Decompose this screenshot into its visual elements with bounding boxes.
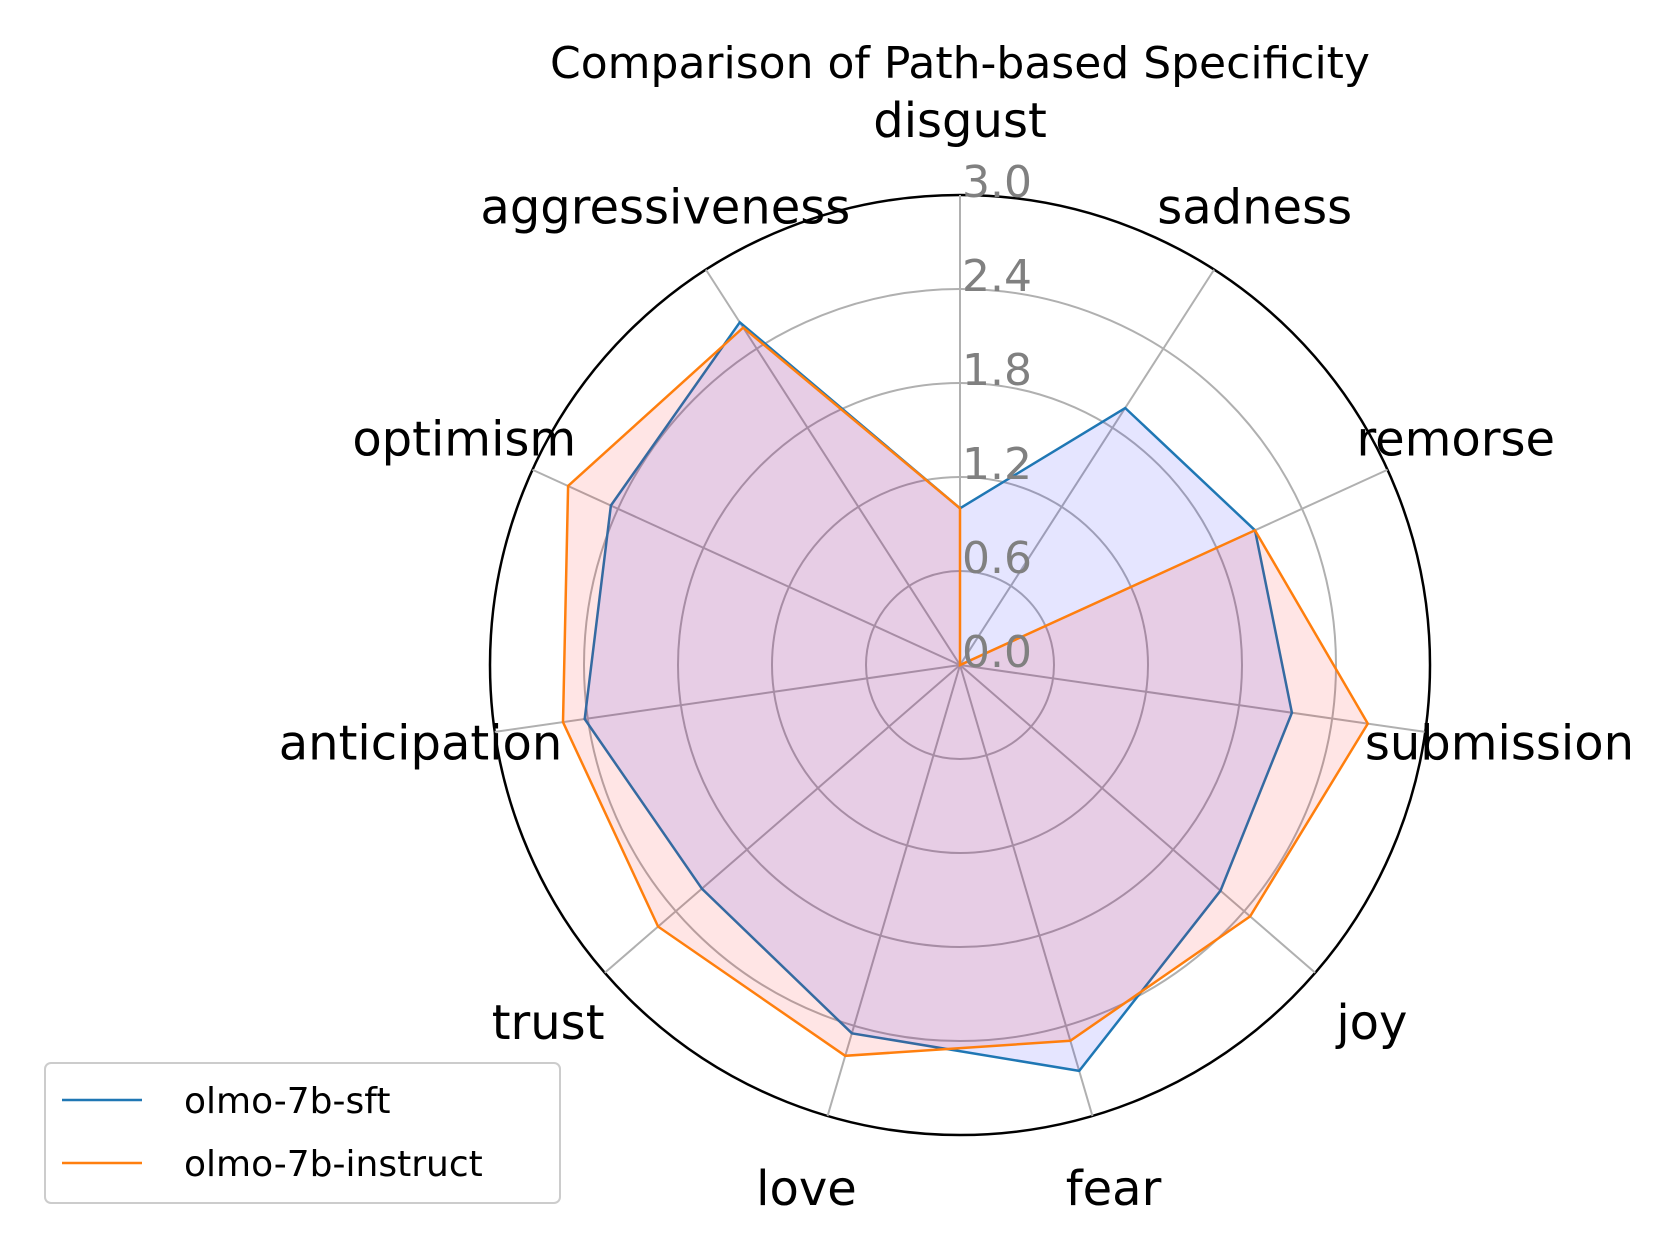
chart-title: Comparison of Path-based Specificity (550, 38, 1370, 89)
category-label-remorse: remorse (1356, 412, 1555, 468)
category-label-aggressiveness: aggressiveness (480, 180, 850, 236)
grid-spoke (494, 664, 961, 733)
grid-spoke (532, 468, 961, 666)
series-line-olmo-7b-instruct (561, 325, 1370, 1058)
radial-tick-label: 1.8 (962, 345, 1032, 396)
category-label-anticipation: anticipation (279, 716, 563, 772)
grid-spoke (959, 664, 1426, 733)
category-label-disgust: disgust (873, 93, 1047, 149)
series-fill-olmo-7b-sft (584, 322, 1292, 1071)
radial-tick-label: 2.4 (962, 251, 1032, 302)
radial-tick-label: 0.0 (962, 627, 1032, 678)
category-label-trust: trust (492, 995, 605, 1051)
category-label-sadness: sadness (1157, 180, 1352, 236)
category-label-love: love (756, 1161, 857, 1217)
grid-spoke (826, 664, 961, 1117)
legend-label-olmo-7b-sft: olmo-7b-sft (184, 1081, 390, 1122)
series-layer (561, 320, 1370, 1073)
category-label-optimism: optimism (352, 412, 576, 468)
radial-tick-label: 0.6 (962, 533, 1032, 584)
category-label-fear: fear (1066, 1161, 1162, 1217)
category-label-joy: joy (1335, 995, 1407, 1051)
radial-ticks: 0.0 0.6 1.2 1.8 2.4 3.0 (962, 157, 1032, 678)
grid-spoke (959, 664, 1316, 974)
radial-tick-label: 3.0 (962, 157, 1032, 208)
legend-box (44, 1062, 561, 1204)
radial-tick-label: 1.2 (962, 439, 1032, 490)
category-labels: disgust sadness remorse submission joy fear lo… (279, 93, 1634, 1217)
series-line-olmo-7b-sft (583, 320, 1294, 1073)
legend: olmo-7b-sft olmo-7b-instruct (44, 1062, 561, 1204)
grid-spoke (604, 664, 961, 974)
category-label-submission: submission (1365, 716, 1634, 772)
legend-label-olmo-7b-instruct: olmo-7b-instruct (184, 1144, 483, 1185)
grid-spoke (705, 269, 961, 666)
series-fill-olmo-7b-instruct (563, 327, 1368, 1056)
grid-spoke (959, 269, 1215, 666)
